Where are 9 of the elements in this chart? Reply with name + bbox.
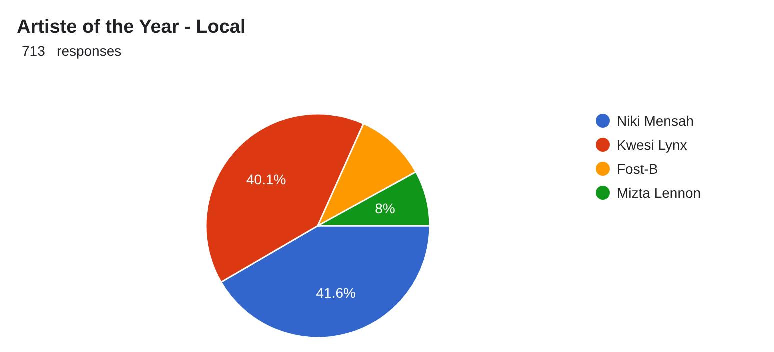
chart-title: Artiste of the Year - Local: [17, 17, 246, 38]
data-label: 41.6%: [316, 285, 356, 302]
data-label: 40.1%: [246, 172, 286, 188]
legend-label: Mizta Lennon: [617, 185, 702, 201]
legend-label: Niki Mensah: [617, 113, 694, 129]
legend-label: Fost-B: [617, 161, 658, 177]
text: 713 responses: [22, 43, 122, 59]
data-label: 8%: [375, 200, 396, 217]
legend-label: Kwesi Lynx: [617, 137, 688, 153]
